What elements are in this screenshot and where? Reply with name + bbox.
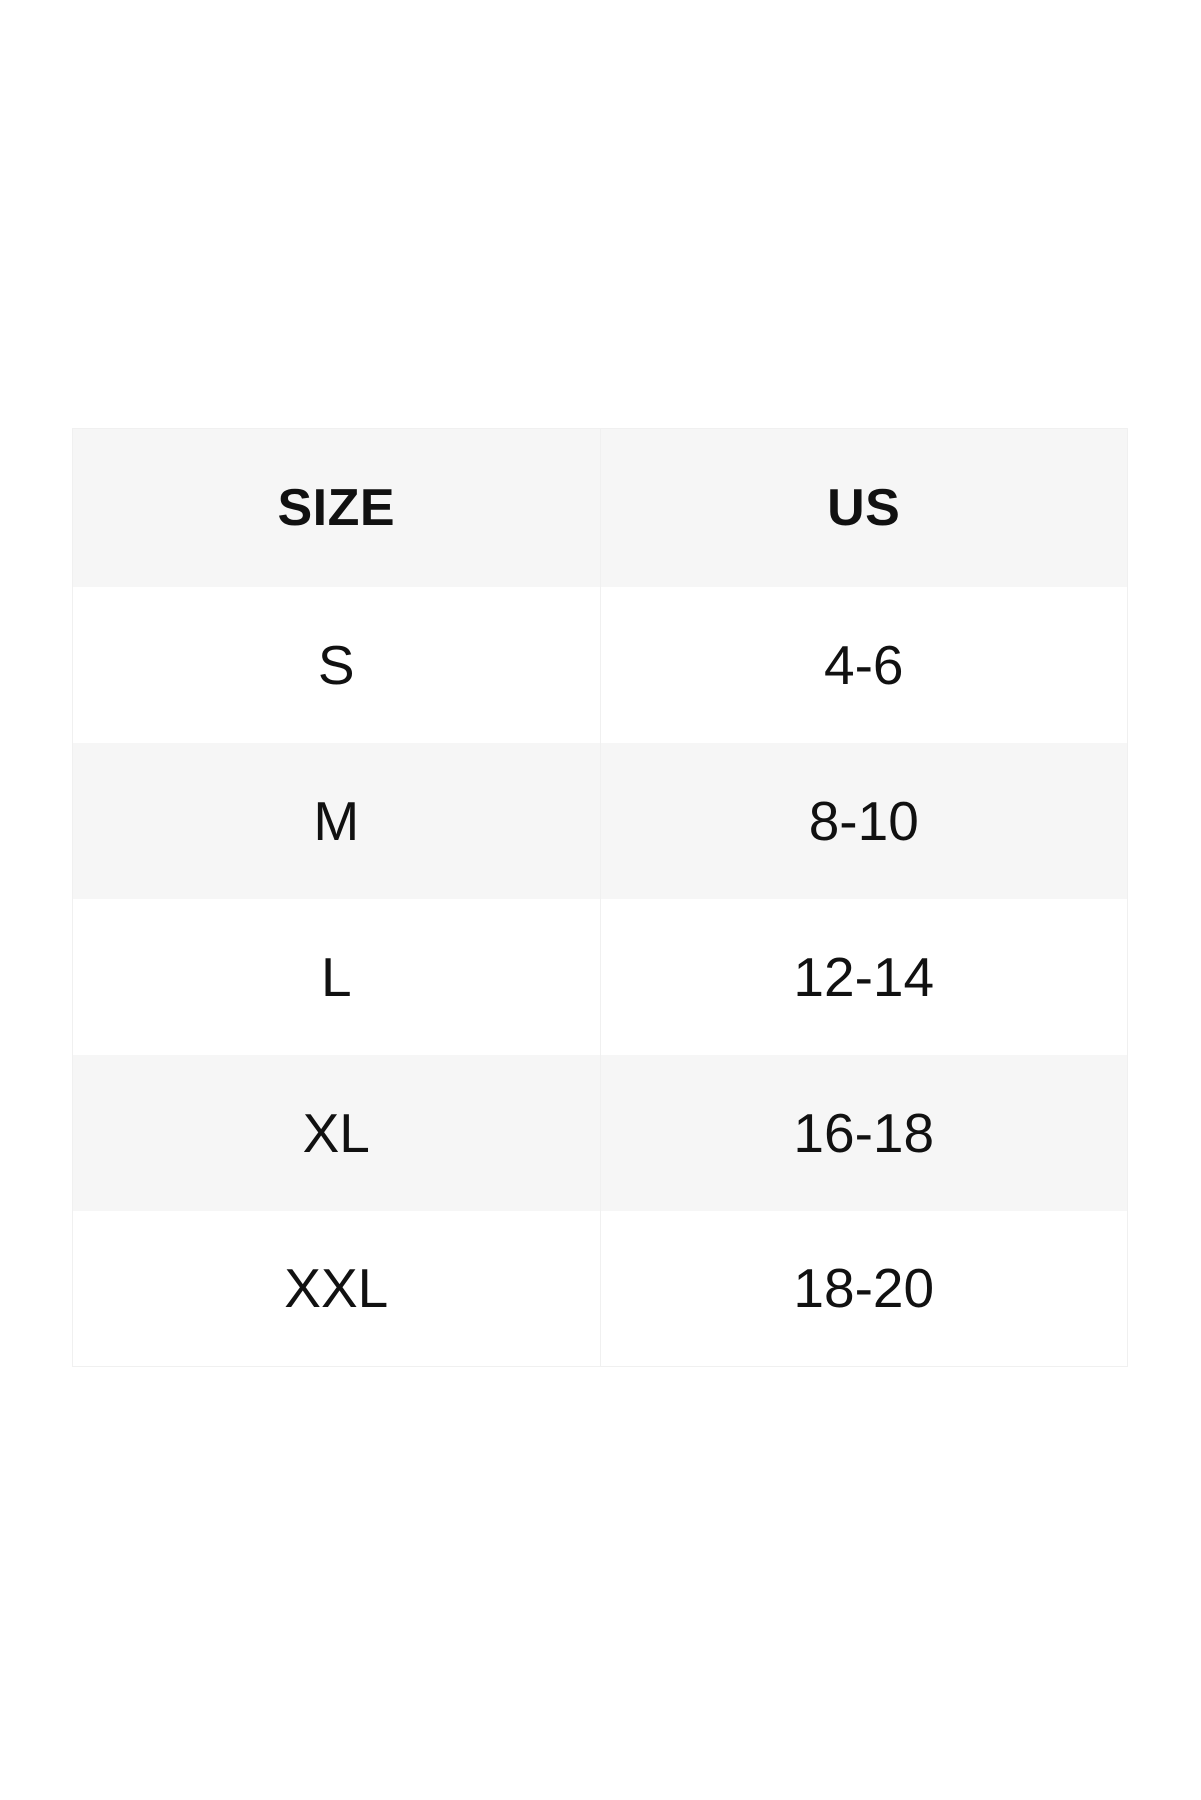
us-cell: 4-6: [599, 586, 1128, 743]
header-row: SIZE US: [72, 428, 1128, 587]
size-chart-table: SIZE US S 4-6 M 8-10 L 12-14 XL 16-18 XX: [72, 428, 1128, 1367]
us-cell: 8-10: [599, 742, 1128, 899]
column-header-size: SIZE: [72, 428, 601, 587]
us-cell: 18-20: [599, 1210, 1128, 1367]
size-cell: XXL: [72, 1210, 601, 1367]
size-cell: M: [72, 742, 601, 899]
table-row-l: L 12-14: [72, 898, 1128, 1055]
table-row-xl: XL 16-18: [72, 1054, 1128, 1211]
us-cell: 12-14: [599, 898, 1128, 1055]
size-chart: SIZE US S 4-6 M 8-10 L 12-14 XL 16-18 XX: [72, 428, 1128, 1367]
table-row-m: M 8-10: [72, 742, 1128, 899]
us-cell: 16-18: [599, 1054, 1128, 1211]
size-cell: XL: [72, 1054, 601, 1211]
size-cell: L: [72, 898, 601, 1055]
table-row-s: S 4-6: [72, 586, 1128, 743]
size-cell: S: [72, 586, 601, 743]
table-row-xxl: XXL 18-20: [72, 1210, 1128, 1367]
column-header-us: US: [599, 428, 1128, 587]
